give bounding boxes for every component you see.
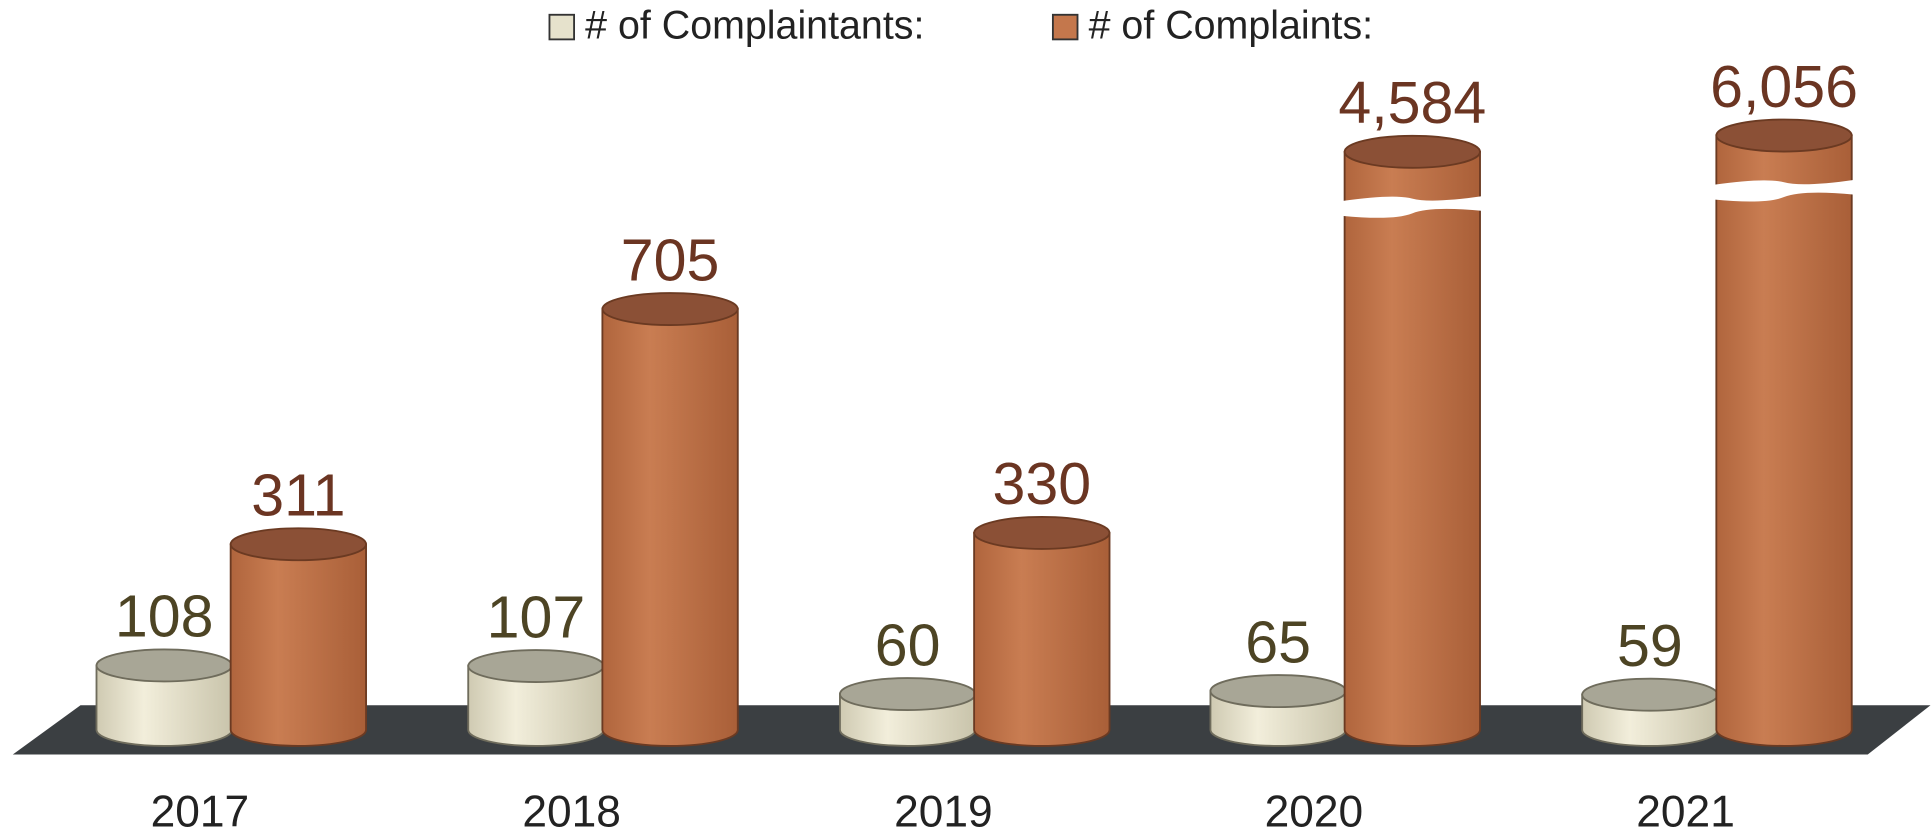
- cylinder-top: [95, 648, 233, 683]
- cylinder-top: [601, 292, 739, 326]
- cylinder: [95, 648, 233, 747]
- cylinder: [839, 677, 977, 747]
- x-tick-label: 2019: [894, 788, 993, 837]
- cylinder: [1581, 677, 1719, 747]
- data-label: 705: [621, 227, 720, 293]
- cylinder-body: [973, 531, 1111, 747]
- data-label: 60: [875, 612, 941, 678]
- cylinder-top: [467, 649, 605, 683]
- cylinder: [1342, 134, 1483, 747]
- cylinder-top: [1715, 118, 1853, 153]
- data-label: 4,584: [1338, 70, 1486, 136]
- data-label: 330: [993, 451, 1092, 517]
- legend-label: # of Complaints:: [1089, 4, 1374, 48]
- cylinder-body: [1715, 134, 1853, 747]
- cylinder-body: [229, 543, 367, 747]
- x-tick-label: 2017: [151, 788, 250, 837]
- data-label: 107: [487, 584, 586, 650]
- cylinder-top: [1343, 134, 1481, 169]
- legend-swatch: [1051, 13, 1079, 41]
- x-tick-label: 2021: [1636, 788, 1735, 837]
- cylinder-top: [1209, 674, 1347, 709]
- cylinder-top: [839, 677, 977, 712]
- cylinder: [601, 292, 739, 747]
- cylinder-body: [601, 308, 739, 747]
- cylinder-top: [1581, 677, 1719, 712]
- data-label: 59: [1617, 613, 1683, 679]
- axis-break: [1342, 196, 1483, 218]
- axis-break: [1713, 179, 1855, 202]
- data-label: 65: [1245, 609, 1311, 675]
- x-tick-label: 2018: [522, 788, 621, 837]
- data-label: 108: [115, 584, 214, 650]
- cylinder-body: [467, 665, 605, 747]
- legend-swatch: [548, 13, 576, 41]
- cylinder: [1713, 118, 1855, 747]
- legend-label: # of Complaintants:: [585, 4, 924, 48]
- x-tick-label: 2020: [1265, 788, 1364, 837]
- data-label: 311: [251, 463, 345, 529]
- cylinder-body: [95, 664, 233, 747]
- cylinder: [467, 649, 605, 747]
- cylinder: [973, 515, 1111, 747]
- cylinder-body: [1343, 150, 1481, 747]
- cylinder: [1209, 674, 1347, 747]
- cylinder-top: [229, 527, 367, 562]
- data-label: 6,056: [1710, 54, 1858, 120]
- cylinder: [229, 527, 367, 747]
- cylinder-top: [973, 515, 1111, 550]
